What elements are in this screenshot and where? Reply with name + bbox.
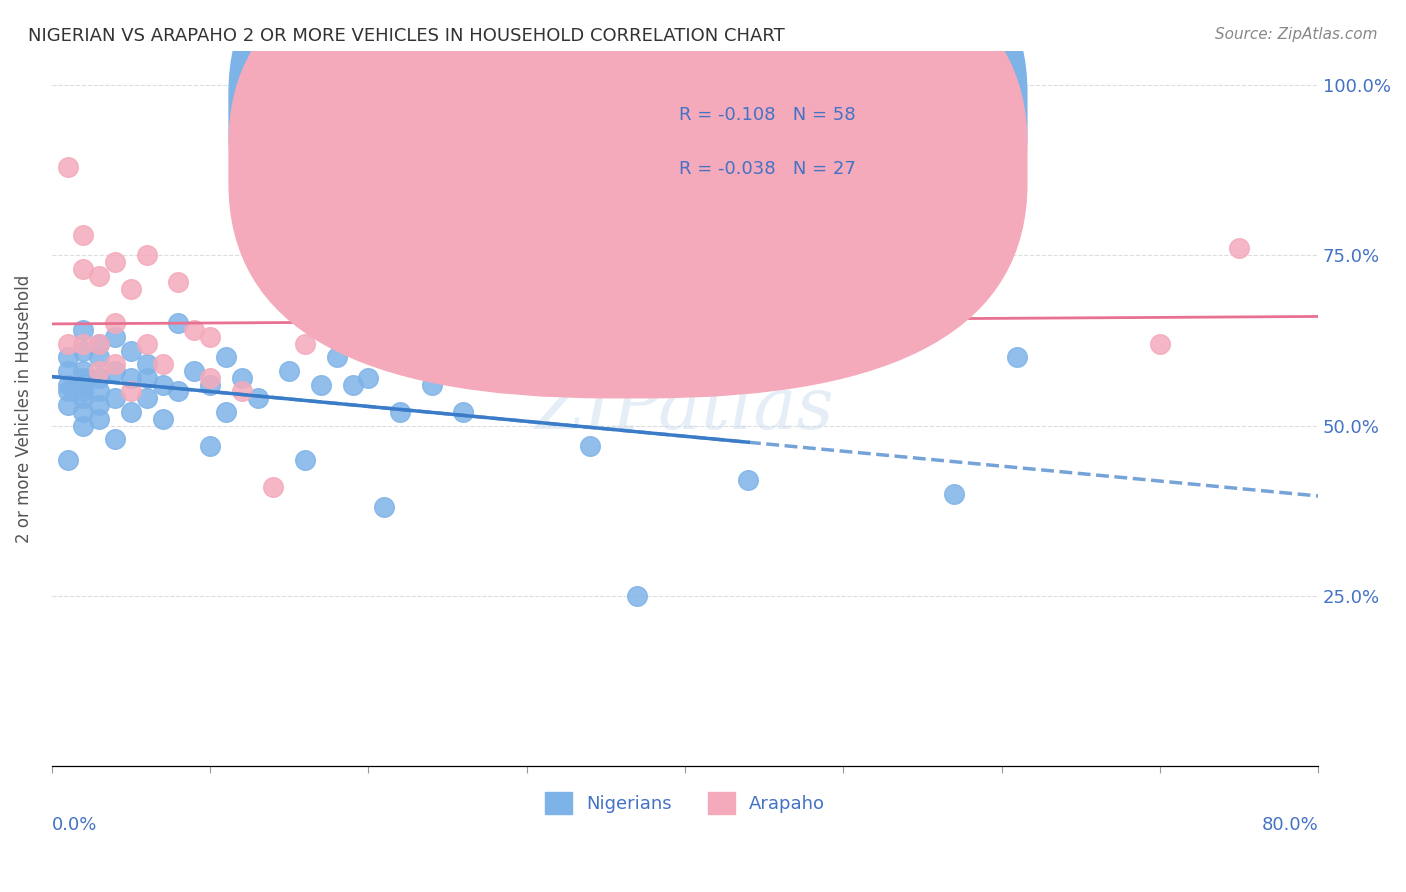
Point — [135, 357, 157, 371]
Point — [198, 330, 221, 344]
Point — [56, 377, 79, 392]
Point — [89, 336, 111, 351]
FancyBboxPatch shape — [583, 108, 988, 222]
FancyBboxPatch shape — [229, 0, 1026, 348]
Point — [135, 391, 157, 405]
Point — [72, 418, 94, 433]
Point — [231, 371, 253, 385]
Point — [89, 268, 111, 283]
Point — [357, 336, 380, 351]
Point — [89, 398, 111, 412]
Point — [89, 364, 111, 378]
Point — [579, 439, 602, 453]
Text: R = -0.038   N = 27: R = -0.038 N = 27 — [679, 160, 855, 178]
Point — [198, 371, 221, 385]
Point — [262, 173, 284, 187]
Point — [72, 371, 94, 385]
Point — [167, 316, 190, 330]
Point — [120, 343, 142, 358]
Point — [294, 336, 316, 351]
Point — [89, 371, 111, 385]
Text: ZIPatlas: ZIPatlas — [536, 373, 835, 443]
Point — [120, 371, 142, 385]
Point — [104, 255, 127, 269]
Point — [309, 377, 332, 392]
FancyBboxPatch shape — [229, 0, 1026, 398]
Point — [104, 316, 127, 330]
Point — [453, 405, 475, 419]
Point — [56, 398, 79, 412]
Point — [72, 261, 94, 276]
Point — [135, 371, 157, 385]
Point — [198, 439, 221, 453]
Point — [357, 371, 380, 385]
Point — [167, 276, 190, 290]
Point — [262, 480, 284, 494]
Point — [89, 336, 111, 351]
Point — [89, 351, 111, 365]
Text: 0.0%: 0.0% — [52, 816, 97, 834]
Point — [120, 384, 142, 399]
Point — [72, 343, 94, 358]
Point — [246, 391, 269, 405]
Point — [198, 377, 221, 392]
Text: 80.0%: 80.0% — [1261, 816, 1319, 834]
Text: R = -0.108   N = 58: R = -0.108 N = 58 — [679, 106, 855, 124]
Point — [72, 405, 94, 419]
Point — [72, 391, 94, 405]
Point — [135, 336, 157, 351]
Point — [89, 384, 111, 399]
Point — [215, 351, 238, 365]
Point — [120, 282, 142, 296]
Point — [72, 364, 94, 378]
Point — [89, 411, 111, 425]
Point — [342, 377, 364, 392]
Point — [943, 486, 966, 500]
Point — [325, 351, 347, 365]
Point — [72, 336, 94, 351]
Point — [104, 432, 127, 446]
Point — [1227, 241, 1250, 255]
Point — [72, 384, 94, 399]
Point — [56, 351, 79, 365]
Point — [183, 323, 205, 337]
Point — [294, 452, 316, 467]
Point — [626, 589, 648, 603]
Point — [104, 391, 127, 405]
Point — [72, 377, 94, 392]
Point — [72, 227, 94, 242]
Point — [388, 405, 411, 419]
Point — [1007, 351, 1029, 365]
Point — [231, 384, 253, 399]
Point — [152, 411, 174, 425]
Point — [56, 160, 79, 174]
Point — [1149, 336, 1171, 351]
Point — [56, 384, 79, 399]
Point — [120, 405, 142, 419]
Y-axis label: 2 or more Vehicles in Household: 2 or more Vehicles in Household — [15, 275, 32, 542]
Point — [167, 384, 190, 399]
Text: NIGERIAN VS ARAPAHO 2 OR MORE VEHICLES IN HOUSEHOLD CORRELATION CHART: NIGERIAN VS ARAPAHO 2 OR MORE VEHICLES I… — [28, 27, 785, 45]
Text: Source: ZipAtlas.com: Source: ZipAtlas.com — [1215, 27, 1378, 42]
Point — [56, 336, 79, 351]
Point — [278, 364, 301, 378]
Point — [104, 364, 127, 378]
Point — [183, 364, 205, 378]
Point — [737, 473, 759, 487]
Point — [215, 405, 238, 419]
Point — [420, 377, 443, 392]
Point — [104, 330, 127, 344]
Point — [56, 364, 79, 378]
Point — [135, 248, 157, 262]
Point — [72, 323, 94, 337]
Legend: Nigerians, Arapaho: Nigerians, Arapaho — [537, 785, 832, 822]
Point — [420, 282, 443, 296]
Point — [104, 357, 127, 371]
Point — [373, 500, 395, 515]
Point — [56, 452, 79, 467]
Point — [152, 357, 174, 371]
Point — [152, 377, 174, 392]
